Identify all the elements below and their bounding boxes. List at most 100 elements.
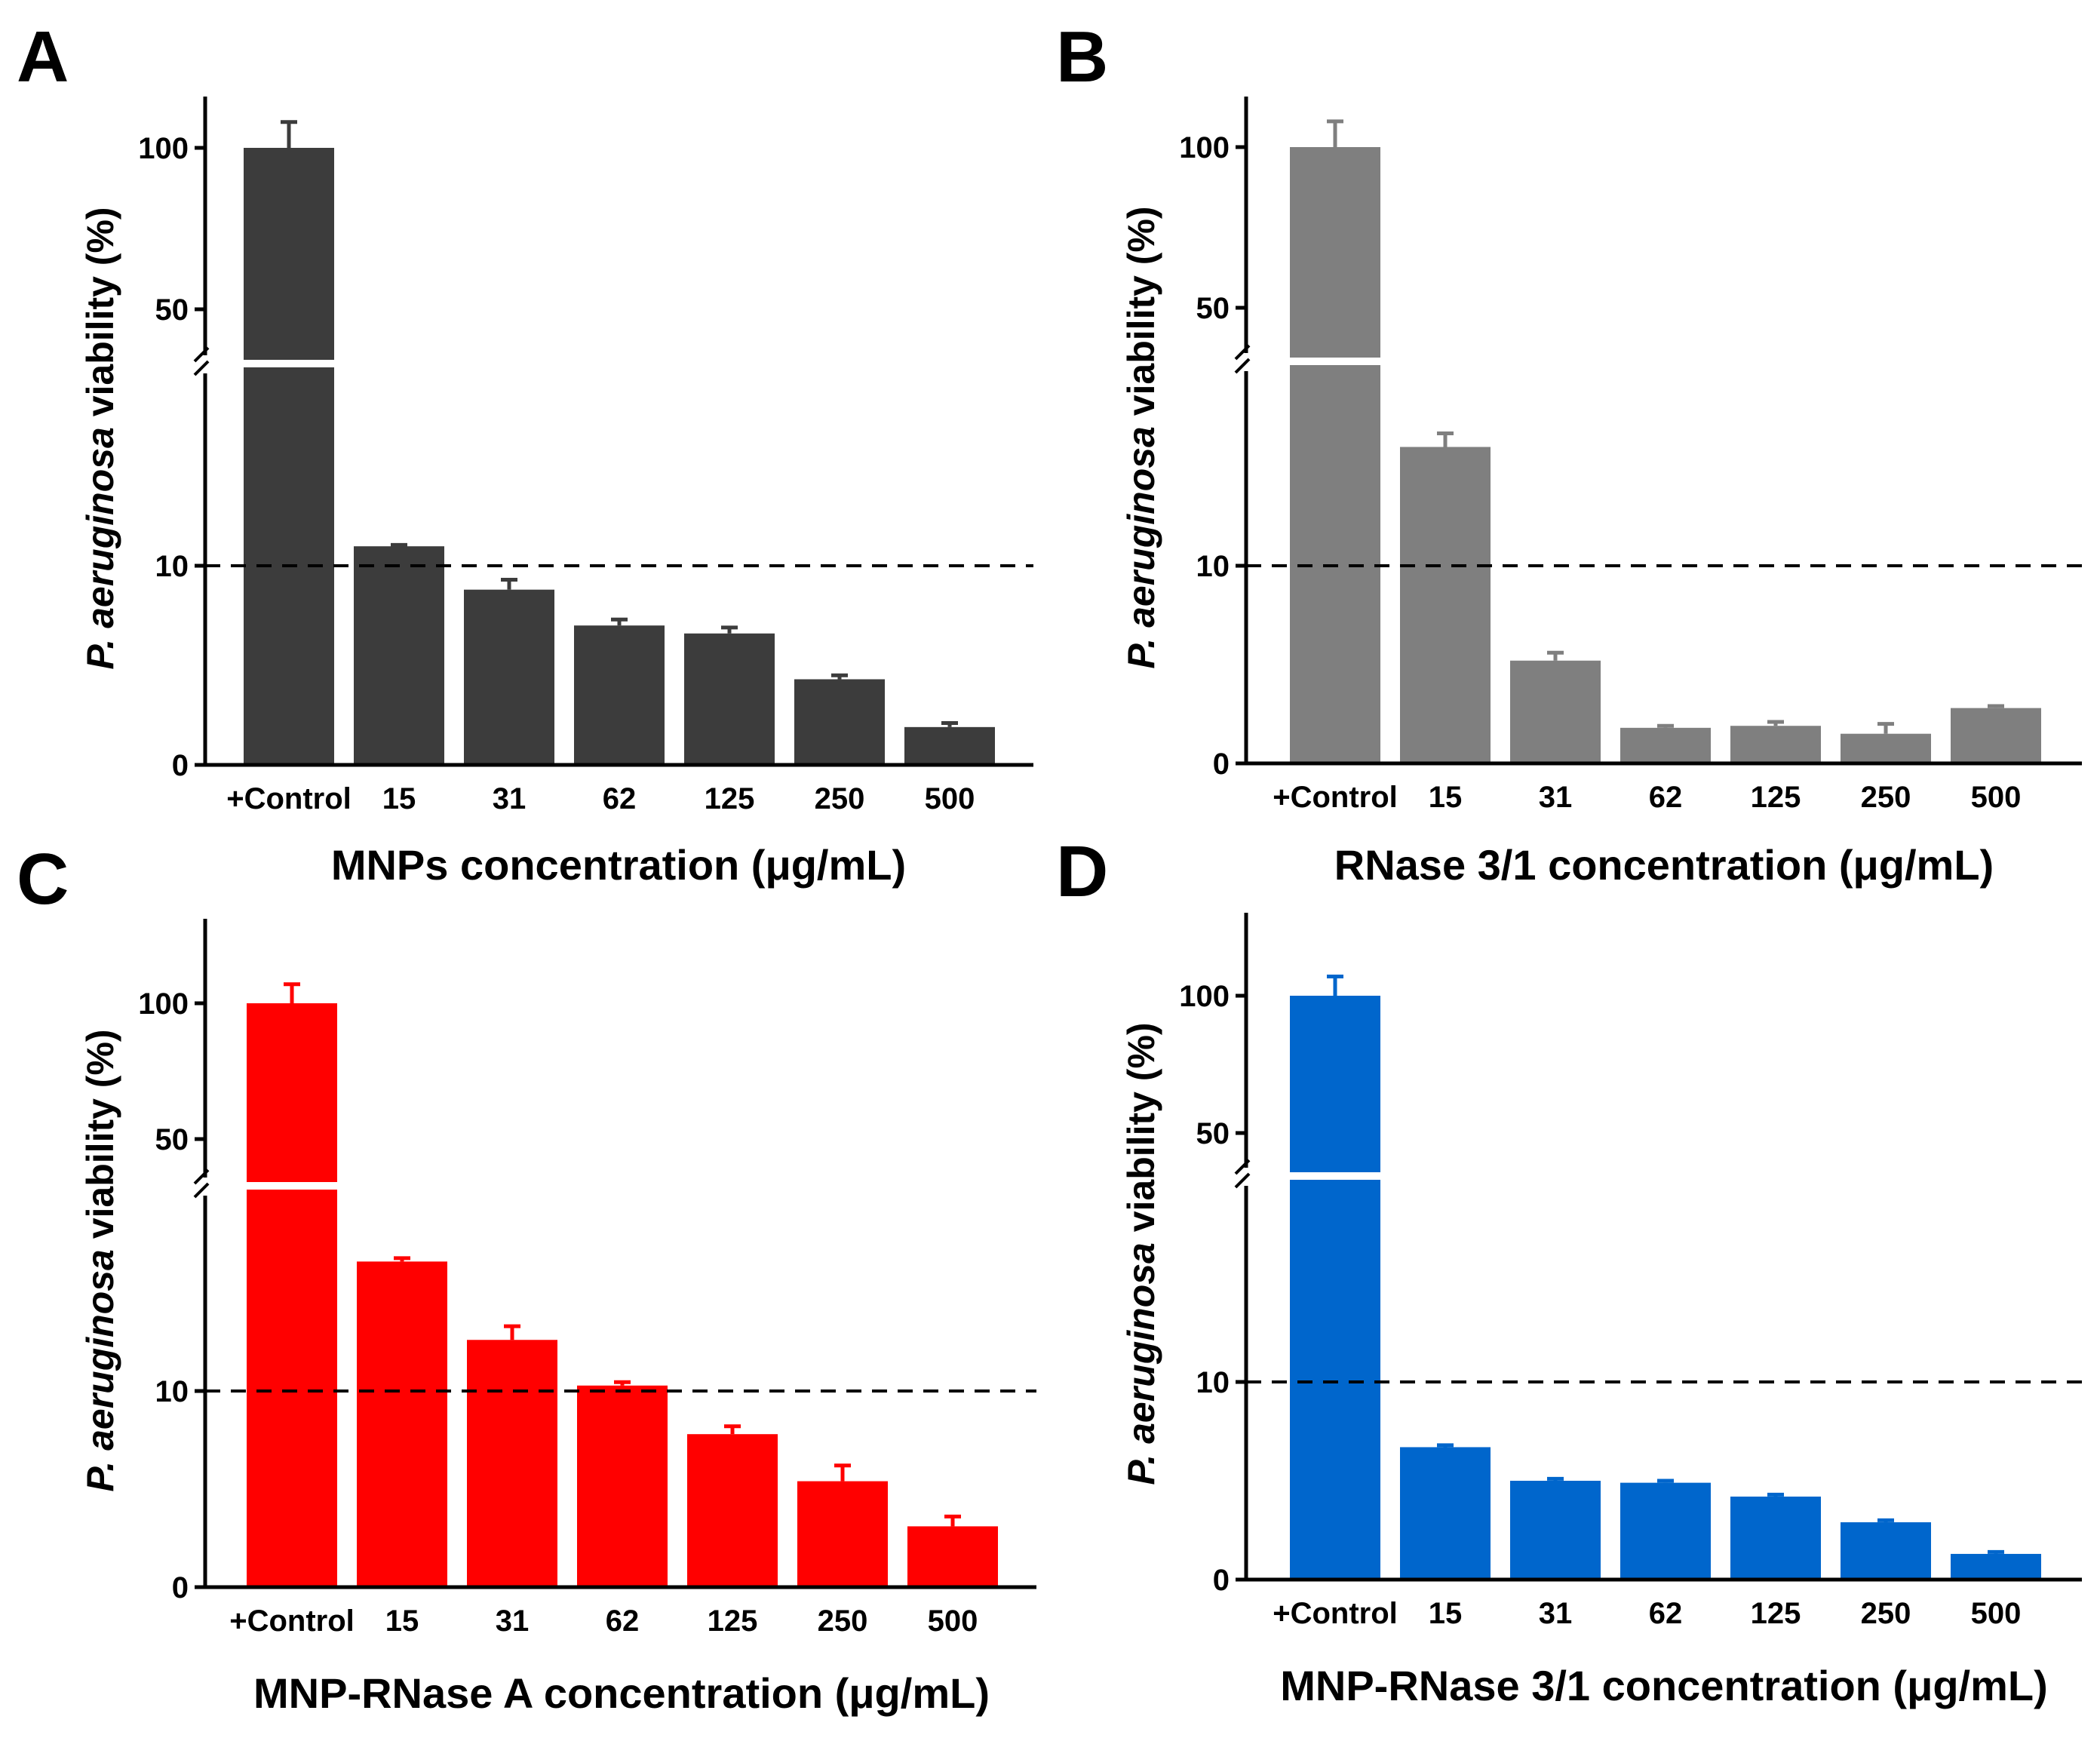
x-tick-label: 15 (1429, 781, 1463, 814)
x-tick-label: 125 (1751, 781, 1801, 814)
axis-break-mark (193, 360, 210, 376)
axis-break-mark (1234, 1172, 1251, 1189)
x-tick-label: 62 (1649, 1597, 1683, 1630)
panel-d: D +Control 15 31 62 125 250 500 0 10 50 100 MNP-RNas… (1056, 831, 2082, 1709)
y-tick-label: 50 (155, 1123, 189, 1156)
x-tick-label: 125 (1751, 1597, 1801, 1630)
y-tick-label: 50 (155, 293, 189, 327)
panel-c: C +Control 15 31 62 125 250 500 0 10 50 100 MNP-RNas… (17, 839, 1036, 1717)
panel-b: B +Control 15 31 62 125 250 500 0 10 50 100 RNase 3/… (1056, 17, 2082, 889)
break-gap (245, 1182, 339, 1190)
x-tick-label: +Control (229, 1604, 355, 1638)
x-tick-label: 15 (1429, 1597, 1463, 1630)
bar (1951, 1553, 2041, 1580)
y-tick-label: 50 (1196, 292, 1230, 325)
x-tick-label: 125 (708, 1604, 758, 1638)
bar (1510, 660, 1601, 763)
axis-break-mark (193, 346, 210, 363)
panel-letter: C (17, 839, 69, 920)
bar (1841, 1522, 1931, 1580)
bar (687, 1434, 778, 1587)
y-tick-label: 100 (1179, 980, 1230, 1013)
panel-letter: D (1056, 831, 1108, 912)
bar (577, 1385, 668, 1587)
y-axis-title: P. aeruginosa viability (%) (1120, 1022, 1162, 1485)
bar (354, 546, 444, 765)
y-axis-title-italic: P. aeruginosa (1120, 426, 1162, 668)
bar (794, 679, 885, 765)
bar (1290, 147, 1380, 763)
y-tick-label: 50 (1196, 1117, 1230, 1150)
bar (1620, 1482, 1711, 1580)
y-tick-label: 10 (155, 1375, 189, 1408)
break-gap (242, 360, 336, 367)
y-tick-label: 100 (1179, 131, 1230, 164)
axis-break-mark (193, 1182, 210, 1199)
break-gap (1288, 1172, 1382, 1180)
bar (1951, 708, 2041, 763)
x-tick-label: +Control (226, 782, 352, 815)
x-tick-label: +Control (1273, 781, 1398, 814)
x-tick-label: 15 (382, 782, 416, 815)
axis-break-mark (193, 1168, 210, 1185)
y-axis-title: P. aeruginosa viability (%) (1120, 206, 1162, 668)
x-tick-label: 500 (1971, 1597, 2022, 1630)
y-axis-title-rest: viability (%) (79, 207, 121, 427)
x-tick-label: 31 (493, 782, 527, 815)
axis-break-mark (1234, 1159, 1251, 1175)
bar (797, 1481, 888, 1587)
y-tick-label: 0 (1213, 748, 1230, 781)
y-axis-title-rest: viability (%) (1120, 206, 1162, 426)
y-tick-label: 10 (155, 550, 189, 583)
x-tick-label: 31 (496, 1604, 530, 1638)
bar (247, 1003, 337, 1587)
bar (357, 1261, 447, 1587)
y-axis-title-italic: P. aeruginosa (79, 427, 121, 669)
y-tick-label: 0 (172, 749, 189, 782)
bar (464, 589, 554, 765)
x-tick-label: 500 (928, 1604, 978, 1638)
x-tick-label: 62 (1649, 781, 1683, 814)
x-tick-label: 62 (606, 1604, 640, 1638)
x-tick-label: 500 (1971, 781, 2022, 814)
x-axis-title: MNP-RNase 3/1 concentration (μg/mL) (1280, 1662, 2048, 1709)
x-tick-label: 250 (1861, 781, 1911, 814)
y-tick-label: 0 (172, 1571, 189, 1604)
x-tick-label: 500 (925, 782, 975, 815)
bar (904, 726, 995, 765)
x-tick-label: +Control (1273, 1597, 1398, 1630)
y-tick-label: 0 (1213, 1564, 1230, 1597)
y-tick-label: 100 (138, 987, 189, 1021)
bar (467, 1340, 557, 1587)
x-tick-label: 250 (815, 782, 865, 815)
x-tick-label: 250 (1861, 1597, 1911, 1630)
bar (1400, 1447, 1491, 1580)
y-tick-label: 10 (1196, 1366, 1230, 1399)
x-tick-label: 31 (1539, 1597, 1573, 1630)
x-tick-label: 15 (385, 1604, 419, 1638)
bar (684, 633, 775, 765)
x-axis-title: RNase 3/1 concentration (μg/mL) (1334, 841, 1994, 889)
x-tick-label: 250 (818, 1604, 868, 1638)
x-tick-label: 62 (603, 782, 637, 815)
x-axis-title: MNP-RNase A concentration (μg/mL) (253, 1669, 990, 1717)
y-axis-title: P. aeruginosa viability (%) (79, 1029, 121, 1491)
bar (1841, 733, 1931, 763)
bar (1620, 727, 1711, 763)
axis-break-mark (1234, 358, 1251, 374)
bar (1400, 447, 1491, 763)
x-axis-title: MNPs concentration (μg/mL) (331, 841, 906, 889)
bar (1290, 996, 1380, 1580)
y-axis-title-italic: P. aeruginosa (1120, 1242, 1162, 1485)
y-axis-title-rest: viability (%) (79, 1029, 121, 1249)
y-tick-label: 10 (1196, 550, 1230, 583)
panel-letter: A (17, 17, 69, 97)
y-axis-title: P. aeruginosa viability (%) (79, 207, 121, 669)
x-tick-label: 125 (705, 782, 755, 815)
break-gap (1288, 358, 1382, 365)
bar (244, 148, 334, 765)
y-tick-label: 100 (138, 132, 189, 165)
panel-a: A +Control 15 31 62 125 250 500 0 10 50 100 MNPs con… (17, 17, 1033, 889)
y-axis-title-rest: viability (%) (1120, 1022, 1162, 1242)
